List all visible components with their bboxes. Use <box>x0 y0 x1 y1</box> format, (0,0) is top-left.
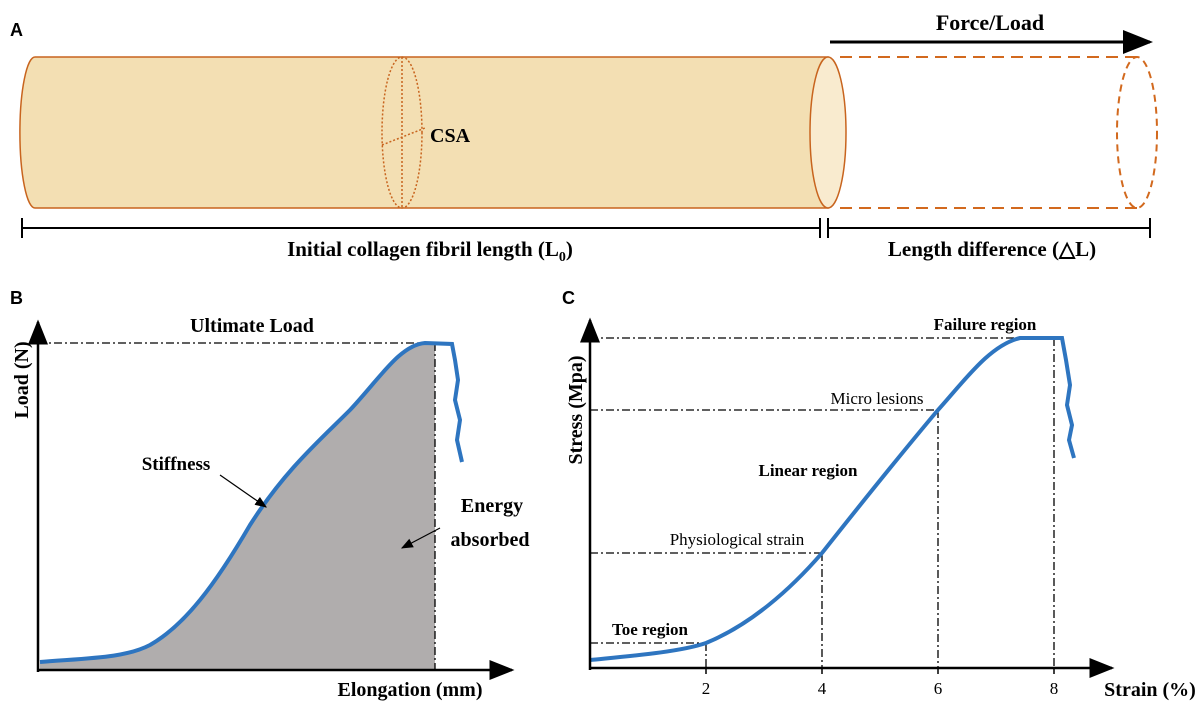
ultimate-label: Ultimate Load <box>190 315 314 337</box>
x-tick-label: 8 <box>1050 679 1059 698</box>
dimension-lines <box>21 218 1151 238</box>
force-label: Force/Load <box>936 10 1044 35</box>
x-tick-label: 4 <box>818 679 827 698</box>
initial-length-label: Initial collagen fibril length (L0) <box>287 237 573 265</box>
text: ) <box>566 237 573 261</box>
energy-area <box>40 343 435 670</box>
y-axis-label: Load (N) <box>11 341 33 418</box>
stiffness-label: Stiffness <box>142 454 211 475</box>
region-label: Micro lesions <box>830 389 923 408</box>
cylinder-end <box>809 56 847 209</box>
load-curve <box>39 340 464 664</box>
stress-curve <box>589 336 1076 662</box>
energy-label: absorbed <box>451 529 530 551</box>
length-difference-label: Length difference (△L) <box>888 237 1096 261</box>
csa-label: CSA <box>430 125 471 147</box>
extension <box>840 56 1158 209</box>
panel-label: C <box>562 288 575 308</box>
panel-label: A <box>10 20 23 40</box>
x-axis-label: Elongation (mm) <box>338 679 483 701</box>
x-axis-label: Strain (%) <box>1104 679 1196 701</box>
panel-a: A CSA Force/Load Initial collagen fibril… <box>10 10 1158 265</box>
cylinder <box>19 56 829 209</box>
x-tick-label: 6 <box>934 679 943 698</box>
region-label: Toe region <box>612 620 689 639</box>
panel-label: B <box>10 288 23 308</box>
energy-arrow <box>400 527 441 549</box>
region-label: Failure region <box>934 315 1037 334</box>
guide-lines <box>590 337 1055 668</box>
x-tick-label: 2 <box>702 679 711 698</box>
region-label: Physiological strain <box>670 530 805 549</box>
panel-c: C Stress (Mpa) Strain (%) Toe region Phy… <box>562 288 1196 701</box>
guide-lines <box>38 342 436 670</box>
panel-b: B Load (N) Elongation (mm) Ultimate Load… <box>10 288 529 701</box>
energy-label: Energy <box>461 495 523 517</box>
stiffness-arrow <box>219 474 267 508</box>
y-axis-label: Stress (Mpa) <box>565 355 587 464</box>
region-label: Linear region <box>758 461 858 480</box>
subscript: 0 <box>559 250 566 265</box>
text: Initial collagen fibril length (L <box>287 237 559 261</box>
